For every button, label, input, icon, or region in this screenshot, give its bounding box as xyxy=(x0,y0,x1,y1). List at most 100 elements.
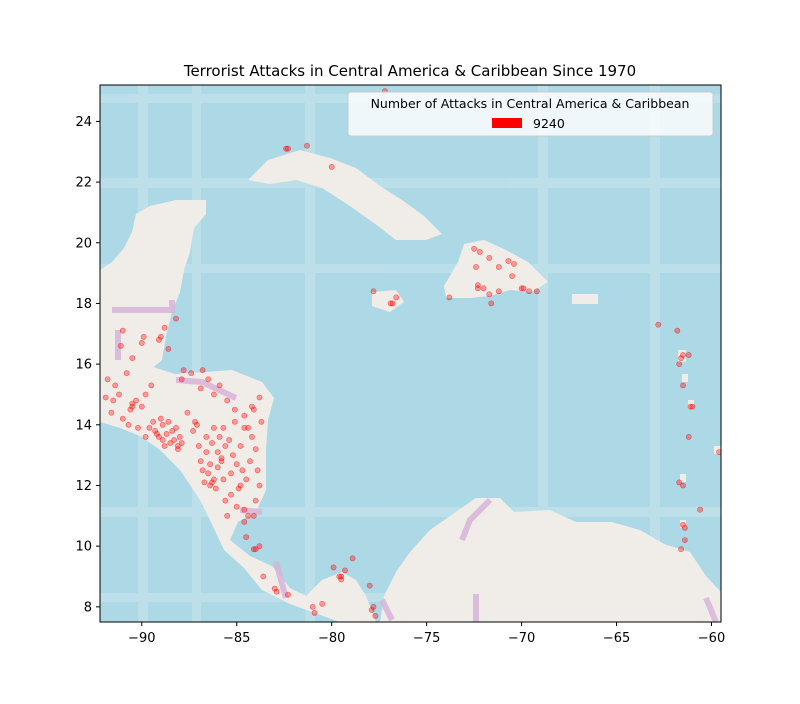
attack-point xyxy=(173,424,179,431)
legend-title: Number of Attacks in Central America & C… xyxy=(371,96,690,111)
attack-point xyxy=(495,288,502,295)
attack-point xyxy=(241,506,248,513)
attack-point xyxy=(372,613,379,619)
attack-point xyxy=(210,424,217,431)
attack-point xyxy=(256,394,263,401)
plot-frame xyxy=(99,84,722,623)
attack-point xyxy=(480,285,487,292)
attack-point xyxy=(218,458,225,465)
attack-point xyxy=(309,603,316,610)
attack-point xyxy=(511,261,517,267)
attack-point xyxy=(197,458,204,465)
land-puerto-rico xyxy=(572,294,598,304)
attack-point xyxy=(212,485,219,492)
land-cuba xyxy=(248,150,442,240)
attack-point xyxy=(154,430,160,437)
attack-point xyxy=(138,339,145,346)
attack-point xyxy=(486,254,493,261)
attack-point xyxy=(328,163,335,170)
attack-point xyxy=(678,355,684,361)
attack-point xyxy=(220,476,227,483)
attack-point xyxy=(118,342,124,349)
attack-point xyxy=(173,315,179,322)
attack-point xyxy=(655,321,662,328)
attack-point xyxy=(248,403,255,410)
attack-point xyxy=(169,427,176,434)
attack-point xyxy=(674,327,681,334)
attack-point xyxy=(228,491,234,498)
attack-point xyxy=(140,333,147,340)
attack-point xyxy=(165,418,172,425)
attack-point xyxy=(210,391,217,398)
attack-point xyxy=(216,433,223,440)
attack-point xyxy=(311,610,318,616)
attack-point xyxy=(108,409,115,416)
attack-point xyxy=(159,437,166,443)
attack-point xyxy=(133,397,139,404)
attack-point xyxy=(188,370,195,377)
attack-point xyxy=(235,485,242,492)
attack-point xyxy=(250,546,257,553)
y-tick-label: 22 xyxy=(75,176,92,191)
attack-point xyxy=(680,352,686,358)
attack-point xyxy=(258,418,265,425)
x-tick-label: −80 xyxy=(318,631,345,646)
attack-point xyxy=(116,391,122,398)
chart-title: Terrorist Attacks in Central America & C… xyxy=(183,62,636,80)
attack-point xyxy=(190,427,196,434)
legend: Number of Attacks in Central America & C… xyxy=(347,91,714,137)
x-tick-label: −60 xyxy=(698,631,725,646)
attack-point xyxy=(237,443,244,449)
y-tick-label: 14 xyxy=(75,418,92,433)
attack-point xyxy=(104,376,111,383)
land-yucatan xyxy=(100,200,206,372)
attack-point xyxy=(252,497,259,504)
attack-point xyxy=(520,285,527,292)
attack-point xyxy=(135,424,141,431)
attack-point xyxy=(336,573,343,580)
attack-point xyxy=(682,525,688,531)
attack-point xyxy=(155,336,162,343)
attack-point xyxy=(685,352,692,358)
attack-point xyxy=(389,300,396,307)
attack-point xyxy=(474,285,481,292)
attack-point xyxy=(233,503,240,510)
attack-point xyxy=(678,546,684,553)
attack-point xyxy=(201,479,208,486)
land-hispaniola xyxy=(444,240,548,298)
y-axis: 8 10 12 14 16 18 20 22 24 xyxy=(75,115,100,615)
attack-point xyxy=(241,519,248,525)
x-tick-label: −70 xyxy=(508,631,535,646)
attack-point xyxy=(174,443,181,449)
attack-point xyxy=(180,367,187,374)
attack-point xyxy=(680,522,686,528)
attack-point xyxy=(224,397,231,404)
attack-point xyxy=(471,245,477,252)
legend-swatch xyxy=(492,118,522,128)
attack-point xyxy=(216,382,223,389)
attack-point xyxy=(197,385,204,392)
attack-point xyxy=(250,512,257,519)
attack-point xyxy=(209,479,215,486)
attack-point xyxy=(226,437,232,443)
attack-point xyxy=(526,288,533,295)
legend-label: 9240 xyxy=(533,116,565,131)
x-tick-label: −65 xyxy=(603,631,630,646)
x-tick-label: −90 xyxy=(128,631,155,646)
attack-point xyxy=(476,248,483,255)
y-tick-label: 18 xyxy=(75,297,92,312)
attack-point xyxy=(239,467,246,474)
attack-point xyxy=(273,588,280,595)
attack-point xyxy=(243,534,250,540)
attack-point xyxy=(152,427,158,434)
legend-box xyxy=(347,91,714,137)
attack-point xyxy=(271,585,278,592)
attack-point xyxy=(161,443,168,449)
attack-point xyxy=(697,506,703,513)
attack-point xyxy=(247,458,253,465)
attack-point xyxy=(505,258,512,264)
attack-point xyxy=(338,573,345,580)
attack-point xyxy=(387,300,394,307)
attack-point xyxy=(245,424,251,431)
